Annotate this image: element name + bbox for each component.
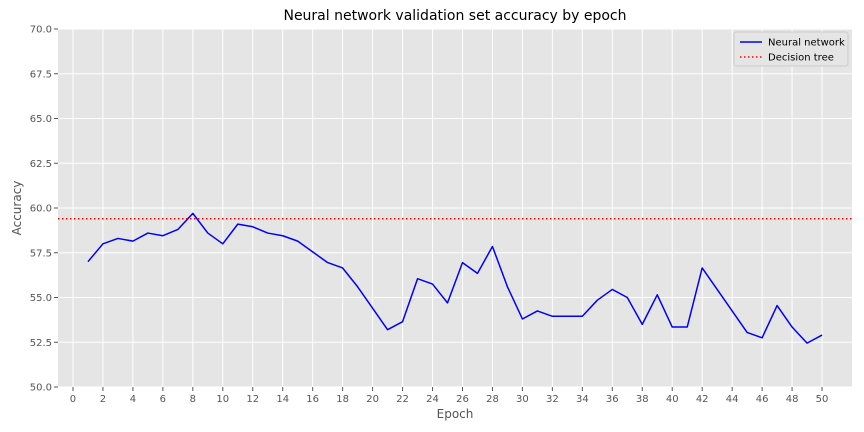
x-tick-label: 50: [816, 394, 829, 405]
x-tick-label: 16: [306, 394, 319, 405]
x-tick-label: 24: [426, 394, 439, 405]
x-axis: 0 2 4 6 8 10 12 14 16 18 20 22 24 26 28 30 32 34 36 38 40 42 4…: [70, 387, 829, 405]
x-tick-label: 8: [190, 394, 196, 405]
x-tick-label: 0: [70, 394, 76, 405]
x-tick-label: 12: [246, 394, 259, 405]
x-tick-label: 42: [696, 394, 709, 405]
x-tick-label: 36: [606, 394, 619, 405]
chart-title: Neural network validation set accuracy b…: [283, 8, 627, 24]
x-tick-label: 22: [396, 394, 409, 405]
x-tick-label: 40: [666, 394, 679, 405]
grid: [58, 28, 852, 388]
y-axis: 50.0 52.5 55.0 57.5 60.0 62.5 65.0 67.5 70.0: [30, 25, 58, 394]
y-tick-label: 70.0: [30, 25, 52, 36]
x-tick-label: 32: [546, 394, 559, 405]
x-tick-label: 30: [516, 394, 529, 405]
y-tick-label: 55.0: [30, 293, 52, 304]
y-tick-label: 65.0: [30, 114, 52, 125]
y-tick-label: 67.5: [30, 69, 52, 80]
legend: Neural network Decision tree: [733, 31, 849, 67]
x-tick-label: 28: [486, 394, 499, 405]
y-axis-label: Accuracy: [10, 181, 24, 236]
x-tick-label: 38: [636, 394, 649, 405]
x-tick-label: 46: [756, 394, 769, 405]
y-tick-label: 57.5: [30, 248, 52, 259]
x-tick-label: 4: [130, 394, 136, 405]
y-tick-label: 50.0: [30, 383, 52, 394]
x-tick-label: 20: [366, 394, 379, 405]
legend-entry-decision-tree: Decision tree: [768, 53, 834, 64]
legend-box: [733, 31, 849, 67]
x-tick-label: 44: [726, 394, 739, 405]
series-line-neural-network: [87, 212, 823, 344]
x-tick-label: 26: [456, 394, 469, 405]
y-tick-label: 52.5: [30, 338, 52, 349]
x-tick-label: 10: [216, 394, 229, 405]
series-layer: [58, 212, 852, 344]
legend-entry-neural-network: Neural network: [768, 38, 845, 49]
x-tick-label: 2: [100, 394, 106, 405]
x-tick-label: 48: [786, 394, 799, 405]
y-tick-label: 60.0: [30, 204, 52, 215]
x-tick-label: 34: [576, 394, 589, 405]
x-tick-label: 18: [336, 394, 349, 405]
x-tick-label: 14: [276, 394, 289, 405]
x-tick-label: 6: [160, 394, 166, 405]
y-tick-label: 62.5: [30, 159, 52, 170]
x-axis-label: Epoch: [437, 407, 474, 421]
